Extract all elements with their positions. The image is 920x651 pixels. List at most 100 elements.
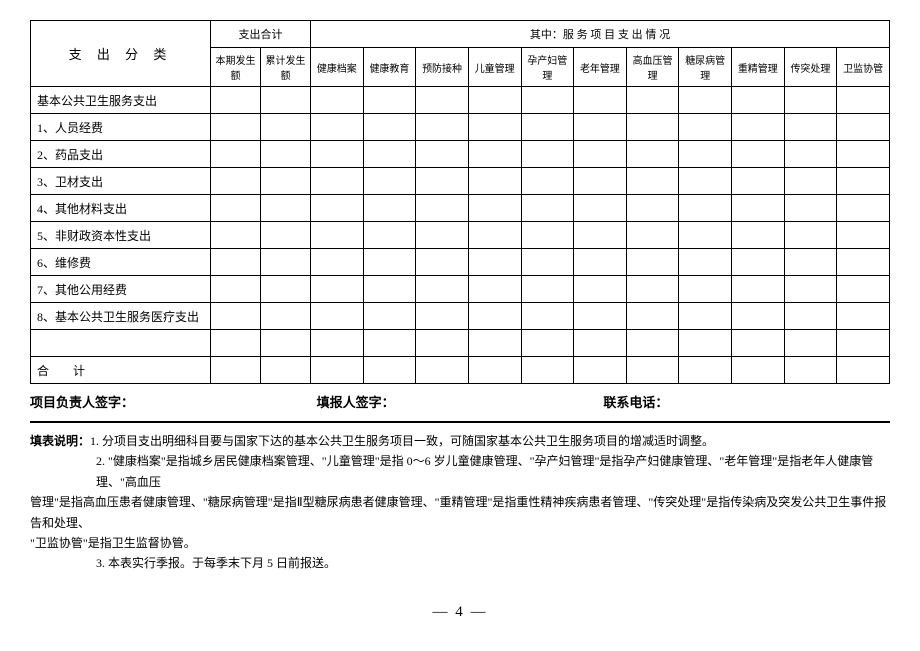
col-svc-5: 老年管理 (574, 48, 627, 87)
data-cell (574, 195, 627, 222)
data-cell (521, 168, 574, 195)
data-cell (837, 357, 890, 384)
data-cell (416, 114, 469, 141)
data-cell (784, 249, 837, 276)
data-cell (416, 357, 469, 384)
data-cell (784, 357, 837, 384)
data-cell (211, 114, 261, 141)
data-cell (416, 276, 469, 303)
data-cell (574, 276, 627, 303)
data-cell (574, 87, 627, 114)
data-cell (784, 114, 837, 141)
data-cell (363, 303, 416, 330)
col-cumulative: 累计发生额 (261, 48, 311, 87)
note-3: 3. 本表实行季报。于每季末下月 5 日前报送。 (30, 553, 890, 573)
note-2a: 2. "健康档案"是指城乡居民健康档案管理、"儿童管理"是指 0～6 岁儿童健康… (30, 451, 890, 492)
col-svc-7: 糖尿病管理 (679, 48, 732, 87)
data-cell (468, 114, 521, 141)
row-label: 1、人员经费 (31, 114, 211, 141)
data-cell (837, 195, 890, 222)
col-svc-9: 传突处理 (784, 48, 837, 87)
data-cell (363, 168, 416, 195)
data-cell (416, 87, 469, 114)
data-cell (311, 303, 364, 330)
col-category: 支 出 分 类 (31, 21, 211, 87)
data-cell (679, 168, 732, 195)
data-cell (468, 168, 521, 195)
data-cell (311, 141, 364, 168)
row-label: 8、基本公共卫生服务医疗支出 (31, 303, 211, 330)
col-svc-6: 高血压管理 (626, 48, 679, 87)
data-cell (521, 276, 574, 303)
data-cell (311, 276, 364, 303)
data-cell (261, 195, 311, 222)
row-label: 2、药品支出 (31, 141, 211, 168)
data-cell (626, 303, 679, 330)
notes-block: 填表说明：1. 分项目支出明细科目要与国家下达的基本公共卫生服务项目一致，可随国… (30, 431, 890, 574)
data-cell (626, 249, 679, 276)
data-cell (679, 141, 732, 168)
data-cell (837, 276, 890, 303)
data-cell (626, 168, 679, 195)
data-cell (468, 141, 521, 168)
data-cell (626, 330, 679, 357)
note-1: 1. 分项目支出明细科目要与国家下达的基本公共卫生服务项目一致，可随国家基本公共… (90, 434, 714, 448)
data-cell (732, 168, 785, 195)
row-label (31, 330, 211, 357)
data-cell (837, 168, 890, 195)
table-row: 8、基本公共卫生服务医疗支出 (31, 303, 890, 330)
data-cell (574, 168, 627, 195)
data-cell (468, 303, 521, 330)
data-cell (363, 141, 416, 168)
data-cell (626, 276, 679, 303)
data-cell (261, 330, 311, 357)
col-svc-4: 孕产妇管理 (521, 48, 574, 87)
data-cell (784, 303, 837, 330)
data-cell (311, 249, 364, 276)
table-row: 基本公共卫生服务支出 (31, 87, 890, 114)
table-row (31, 330, 890, 357)
data-cell (732, 330, 785, 357)
data-cell (732, 303, 785, 330)
data-cell (363, 249, 416, 276)
data-cell (363, 276, 416, 303)
data-cell (679, 357, 732, 384)
data-cell (311, 222, 364, 249)
data-cell (363, 195, 416, 222)
data-cell (626, 195, 679, 222)
data-cell (626, 87, 679, 114)
row-label: 5、非财政资本性支出 (31, 222, 211, 249)
data-cell (468, 249, 521, 276)
data-cell (784, 141, 837, 168)
data-cell (732, 357, 785, 384)
data-cell (211, 141, 261, 168)
data-cell (363, 222, 416, 249)
data-cell (416, 141, 469, 168)
data-cell (784, 87, 837, 114)
data-cell (311, 87, 364, 114)
data-cell (261, 222, 311, 249)
sign-phone: 联系电话： (603, 388, 890, 415)
sign-reporter: 填报人签字： (317, 388, 604, 415)
data-cell (363, 87, 416, 114)
table-row: 7、其他公用经费 (31, 276, 890, 303)
data-cell (679, 87, 732, 114)
data-cell (626, 357, 679, 384)
data-cell (837, 87, 890, 114)
data-cell (784, 168, 837, 195)
data-cell (732, 87, 785, 114)
data-cell (837, 141, 890, 168)
data-cell (261, 141, 311, 168)
col-svc-3: 儿童管理 (468, 48, 521, 87)
signature-row: 项目负责人签字： 填报人签字： 联系电话： (30, 388, 890, 415)
data-cell (261, 303, 311, 330)
data-cell (261, 114, 311, 141)
data-cell (211, 330, 261, 357)
data-cell (261, 168, 311, 195)
data-cell (837, 114, 890, 141)
data-cell (416, 195, 469, 222)
data-cell (468, 87, 521, 114)
data-cell (574, 114, 627, 141)
row-label: 合 计 (31, 357, 211, 384)
data-cell (468, 276, 521, 303)
